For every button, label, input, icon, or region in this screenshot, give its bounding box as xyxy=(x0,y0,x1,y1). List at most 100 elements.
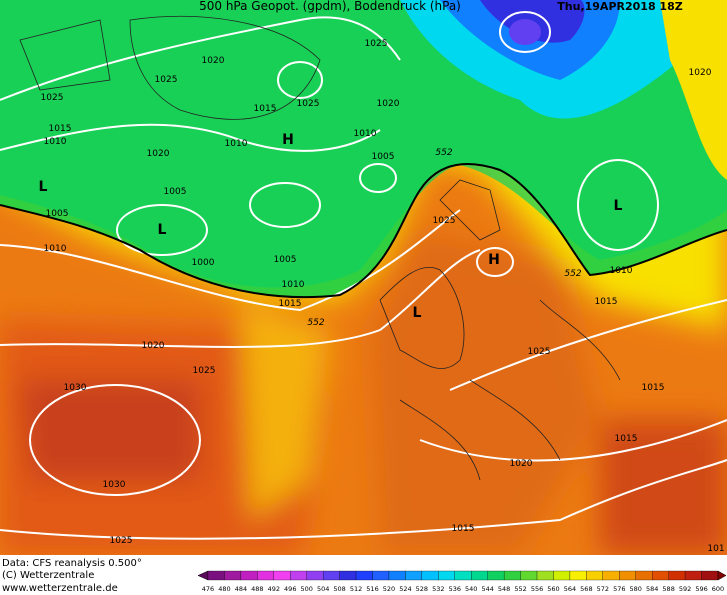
colorbar-cell xyxy=(306,570,324,581)
colorbar-cell xyxy=(652,570,669,581)
colorbar-cell xyxy=(536,570,554,581)
isobar-label: 1010 xyxy=(354,129,377,139)
contour-552 xyxy=(0,163,727,299)
colorbar-cell xyxy=(240,570,258,581)
colorbar-tick-label: 556 xyxy=(531,585,543,593)
colorbar-tick-label: 560 xyxy=(547,585,559,593)
colorbar-cell xyxy=(635,570,653,581)
isobar-label: 1015 xyxy=(615,434,638,444)
isobar-label: 1025 xyxy=(193,366,216,376)
isobar-label: 1025 xyxy=(433,216,456,226)
isobar-label: 1010 xyxy=(44,137,67,147)
map-field xyxy=(0,0,727,555)
colorbar-tick-label: 540 xyxy=(465,585,477,593)
colorbar-tick-label: 496 xyxy=(284,585,296,593)
colorbar-cell xyxy=(586,570,603,581)
map-date: Thu,19APR2018 18Z xyxy=(557,0,682,13)
colorbar-cell xyxy=(405,570,423,581)
colorbar-cell xyxy=(487,570,505,581)
colorbar-cell xyxy=(668,570,686,581)
isobar-label: 1015 xyxy=(452,524,475,534)
isobar-label: 1015 xyxy=(254,104,277,114)
colorbar-tick-label: 480 xyxy=(218,585,230,593)
isobar-label: 101 xyxy=(707,544,724,554)
colorbar-tick-label: 516 xyxy=(366,585,378,593)
colorbar-cell xyxy=(684,570,702,581)
isobar-label: 1030 xyxy=(64,383,87,393)
isobar-label: 1025 xyxy=(110,536,133,546)
coastlines xyxy=(19,16,621,481)
colorbar-tick-label: 532 xyxy=(432,585,444,593)
colorbar-tick-label: 592 xyxy=(679,585,691,593)
isobar-label: 1005 xyxy=(274,255,297,265)
colorbar-cell xyxy=(355,570,373,581)
isobar-label: 1025 xyxy=(155,75,178,85)
colorbar-tick-label: 548 xyxy=(498,585,510,593)
colorbar-tick-label: 600 xyxy=(712,585,724,593)
colorbar-tick-label: 524 xyxy=(399,585,411,593)
colorbar-tick-label: 564 xyxy=(564,585,576,593)
colorbar-cell xyxy=(619,570,636,581)
colorbar-tick-label: 488 xyxy=(251,585,263,593)
isobar-label: 1010 xyxy=(44,244,67,254)
isobar-label: 1005 xyxy=(46,209,69,219)
colorbar-cell xyxy=(257,570,274,581)
colorbar-cell xyxy=(438,570,455,581)
colorbar-tick-label: 504 xyxy=(317,585,329,593)
colorbar-cell xyxy=(454,570,472,581)
colorbar-tick-label: 492 xyxy=(268,585,280,593)
colorbar: 476 480 484 488 492 496 500 504 508 512 516 520 524 5… xyxy=(197,570,727,593)
colorbar-tick-label: 476 xyxy=(202,585,214,593)
isobar-label: 1020 xyxy=(510,459,533,469)
isobar-label: 1010 xyxy=(225,139,248,149)
isobar-label: 1005 xyxy=(164,187,187,197)
colorbar-cell xyxy=(323,570,340,581)
isobar-label: 1010 xyxy=(282,280,305,290)
isobar-label: 1015 xyxy=(49,124,72,134)
isobar-label: 1005 xyxy=(372,152,395,162)
colorbar-tick-label: 552 xyxy=(514,585,526,593)
colorbar-cell xyxy=(602,570,620,581)
colorbar-tick-label: 508 xyxy=(333,585,345,593)
isobar-label: 1020 xyxy=(142,341,165,351)
isobar-label: 1025 xyxy=(365,39,388,49)
isobar-label: 1015 xyxy=(595,297,618,307)
colorbar-tick-label: 512 xyxy=(350,585,362,593)
isobar-label: 1020 xyxy=(689,68,712,78)
isobar-label: 1030 xyxy=(103,480,126,490)
colorbar-end xyxy=(197,570,209,581)
colorbar-cell xyxy=(224,570,242,581)
pressure-center: L xyxy=(413,305,422,321)
map-title: 500 hPa Geopot. (gpdm), Bodendruck (hPa) xyxy=(199,0,461,13)
source-text: Data: CFS reanalysis 0.500° xyxy=(2,558,142,569)
isobar-label: 1025 xyxy=(528,347,551,357)
contour-label: 552 xyxy=(564,269,581,279)
url-text: www.wetterzentrale.de xyxy=(2,583,118,594)
colorbar-cell xyxy=(471,570,488,581)
isobar-label: 1020 xyxy=(147,149,170,159)
colorbar-cell xyxy=(553,570,571,581)
contour-label: 552 xyxy=(307,318,324,328)
colorbar-cell xyxy=(503,570,521,581)
colorbar-tick-label: 584 xyxy=(646,585,658,593)
colorbar-tick-label: 572 xyxy=(597,585,609,593)
isobar-label: 1020 xyxy=(202,56,225,66)
colorbar-cell xyxy=(388,570,406,581)
pressure-center: H xyxy=(488,252,500,268)
isobar-label: 1010 xyxy=(610,266,633,276)
colorbar-cell xyxy=(290,570,307,581)
colorbar-tick-label: 520 xyxy=(383,585,395,593)
contour-label: 552 xyxy=(435,148,452,158)
isobars xyxy=(0,11,727,540)
colorbar-tick-label: 596 xyxy=(695,585,707,593)
colorbar-tick-label: 528 xyxy=(416,585,428,593)
colorbar-tick-label: 588 xyxy=(662,585,674,593)
isobar-label: 1025 xyxy=(41,93,64,103)
colorbar-tick-label: 544 xyxy=(481,585,493,593)
colorbar-cell xyxy=(273,570,291,581)
colorbar-cell xyxy=(701,570,719,581)
isobar-label: 1015 xyxy=(642,383,665,393)
colorbar-tick-label: 568 xyxy=(580,585,592,593)
isobar-label: 1020 xyxy=(377,99,400,109)
